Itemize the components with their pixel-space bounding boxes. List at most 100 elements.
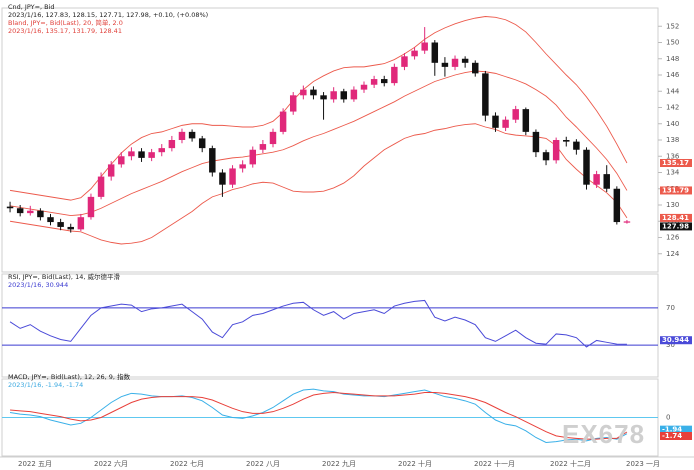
x-tick-label: 2022 七月: [170, 459, 204, 468]
y-tick-label: 146: [666, 71, 680, 79]
candle-body: [472, 62, 479, 74]
y-tick-label: 144: [666, 87, 680, 95]
value-tag-label: -1.94: [662, 426, 682, 434]
y-tick-label: 124: [666, 250, 680, 258]
value-tag-label: 127.98: [662, 222, 689, 230]
candle-body: [158, 148, 165, 153]
band-middle: [9, 70, 628, 217]
value-tag-label: 30.944: [662, 336, 689, 344]
candle-body: [502, 119, 509, 128]
candle-body: [492, 115, 499, 128]
series-line: [9, 388, 628, 444]
candle-body: [239, 164, 246, 169]
candle-body: [67, 226, 74, 230]
candle-body: [441, 62, 449, 67]
x-tick-label: 2022 八月: [246, 460, 280, 468]
candle-body: [188, 131, 196, 139]
candle-body: [482, 73, 489, 116]
y-tick-label: 30: [666, 341, 675, 349]
value-tag: [660, 425, 692, 434]
legend-line: Bland, JPY=, Bid(Last), 20, 简单, 2.0: [8, 18, 123, 27]
candle-body: [542, 152, 550, 161]
value-tag: [660, 432, 692, 440]
candle-body: [512, 109, 519, 120]
candle-body: [259, 144, 267, 150]
y-tick-label: 140: [666, 120, 679, 128]
legend-line: 2023/1/16, -1.94, -1.74: [8, 381, 83, 389]
legend-line: Cnd, JPY=, Bid: [8, 3, 55, 11]
candle-body: [603, 174, 610, 189]
candle-body: [583, 149, 590, 185]
candle-body: [380, 79, 388, 84]
band-upper: [9, 16, 628, 201]
candle-body: [411, 50, 418, 57]
candle-body: [87, 196, 95, 218]
candle-body: [77, 217, 85, 230]
candle-body: [350, 89, 358, 100]
candle-body: [128, 151, 135, 157]
y-tick-label: 152: [666, 22, 679, 30]
x-tick-label: 2022 十二月: [550, 459, 591, 468]
series-line: [9, 299, 627, 348]
rsi-panel: [1, 273, 659, 378]
candle-body: [461, 58, 469, 63]
y-tick-label: 134: [666, 169, 680, 177]
candle-body: [300, 89, 307, 96]
candle-body: [97, 176, 105, 197]
candle-body: [229, 168, 236, 185]
y-tick-label: 0: [666, 414, 670, 422]
candle-body: [148, 152, 155, 158]
legend-line: MACD, JPY=, Bid(Last), 12, 26, 9, 指数: [8, 372, 131, 381]
candle-body: [168, 140, 176, 149]
candle-body: [623, 221, 631, 223]
y-tick-label: 142: [666, 104, 679, 112]
legend-line: RSI, JPY=, Bid(Last), 14, 威尔德平滑: [8, 272, 120, 281]
candle-body: [178, 131, 186, 140]
y-tick-label: 126: [666, 234, 680, 242]
candle-body: [6, 206, 14, 209]
candle-body: [613, 188, 621, 223]
band-lower: [9, 123, 628, 245]
candle-body: [370, 79, 378, 85]
series-line: [10, 391, 628, 440]
x-tick-label: 2023 一月: [626, 460, 660, 468]
value-tag: [660, 222, 692, 231]
candle-body: [47, 217, 54, 223]
candle-body: [310, 89, 317, 96]
candle-body: [340, 91, 348, 100]
value-tag: [660, 213, 692, 222]
legend-line: 2023/1/16, 30.944: [8, 281, 68, 289]
legend-line: 2023/1/16, 127.83, 128.15, 127.71, 127.9…: [8, 11, 208, 19]
candle-body: [320, 95, 327, 100]
value-tag: [660, 186, 692, 195]
candle-body: [330, 91, 337, 100]
value-tag-label: 128.41: [662, 214, 689, 222]
x-tick-label: 2022 十月: [398, 459, 432, 468]
candle-body: [401, 56, 408, 67]
candle-body: [37, 210, 44, 218]
candle-body: [522, 109, 530, 132]
candle-body: [289, 95, 297, 112]
candle-body: [573, 141, 580, 150]
candle-body: [532, 131, 540, 153]
candle-body: [16, 208, 24, 214]
x-tick-label: 2022 十一月: [474, 459, 515, 468]
candle-body: [107, 164, 115, 177]
y-tick-label: 70: [666, 304, 675, 312]
candle-body: [138, 151, 145, 158]
value-tag-label: 135.17: [662, 159, 689, 167]
y-tick-label: 150: [666, 39, 679, 47]
candle-body: [431, 42, 439, 63]
candle-body: [279, 111, 287, 132]
candle-body: [421, 42, 428, 51]
x-tick-label: 2022 六月: [94, 459, 128, 468]
candle-body: [219, 172, 226, 185]
value-tag-label: -1.74: [662, 432, 682, 440]
value-tag-label: 131.79: [662, 186, 689, 194]
y-tick-label: 130: [666, 201, 679, 209]
candle-body: [27, 210, 34, 214]
candle-body: [57, 222, 64, 227]
candle-body: [118, 156, 125, 165]
candle-body: [563, 140, 570, 142]
